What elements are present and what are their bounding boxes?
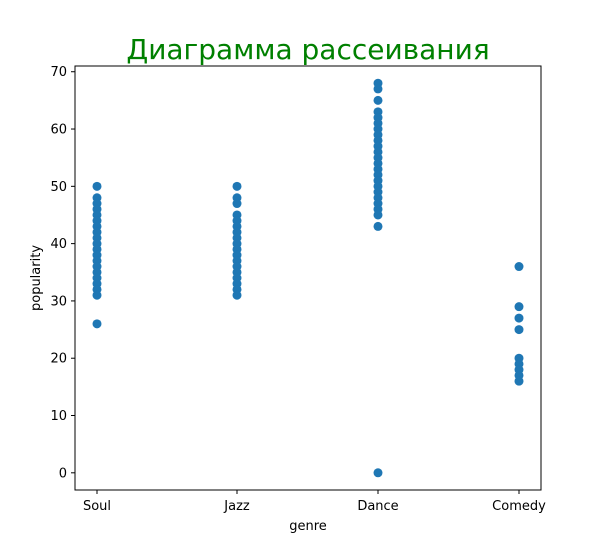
data-point	[514, 325, 524, 335]
chart-title: Диаграмма рассеивания	[126, 33, 489, 66]
x-tick-label: Jazz	[223, 499, 250, 514]
y-tick-label: 20	[50, 352, 67, 367]
y-tick-label: 70	[50, 65, 67, 80]
data-point	[373, 221, 383, 231]
y-tick-label: 10	[50, 409, 67, 424]
data-point	[232, 290, 242, 300]
x-axis-label: genre	[289, 519, 327, 534]
data-point	[232, 181, 242, 191]
y-axis-label: popularity	[29, 245, 44, 311]
y-tick-label: 60	[50, 123, 67, 138]
data-point	[92, 290, 102, 300]
y-tick-label: 40	[50, 237, 67, 252]
y-tick-label: 50	[50, 180, 67, 195]
data-point	[514, 262, 524, 272]
data-point	[373, 95, 383, 105]
y-axis: 0 10 20 30 40 50 60 70	[50, 65, 75, 481]
data-point	[373, 84, 383, 94]
x-tick-label: Dance	[357, 499, 398, 514]
data-point	[373, 468, 383, 478]
data-point	[232, 199, 242, 209]
data-point	[514, 376, 524, 386]
y-tick-label: 30	[50, 294, 67, 309]
plot-frame	[74, 65, 542, 491]
data-point	[373, 210, 383, 220]
x-tick-label: Soul	[83, 499, 111, 514]
data-point	[514, 313, 524, 323]
x-axis: Soul Jazz Dance Comedy	[83, 490, 546, 514]
y-tick-label: 0	[59, 466, 67, 481]
x-tick-label: Comedy	[492, 499, 546, 514]
data-point	[92, 319, 102, 329]
data-point	[92, 181, 102, 191]
data-point	[514, 302, 524, 312]
points-layer	[92, 78, 524, 478]
